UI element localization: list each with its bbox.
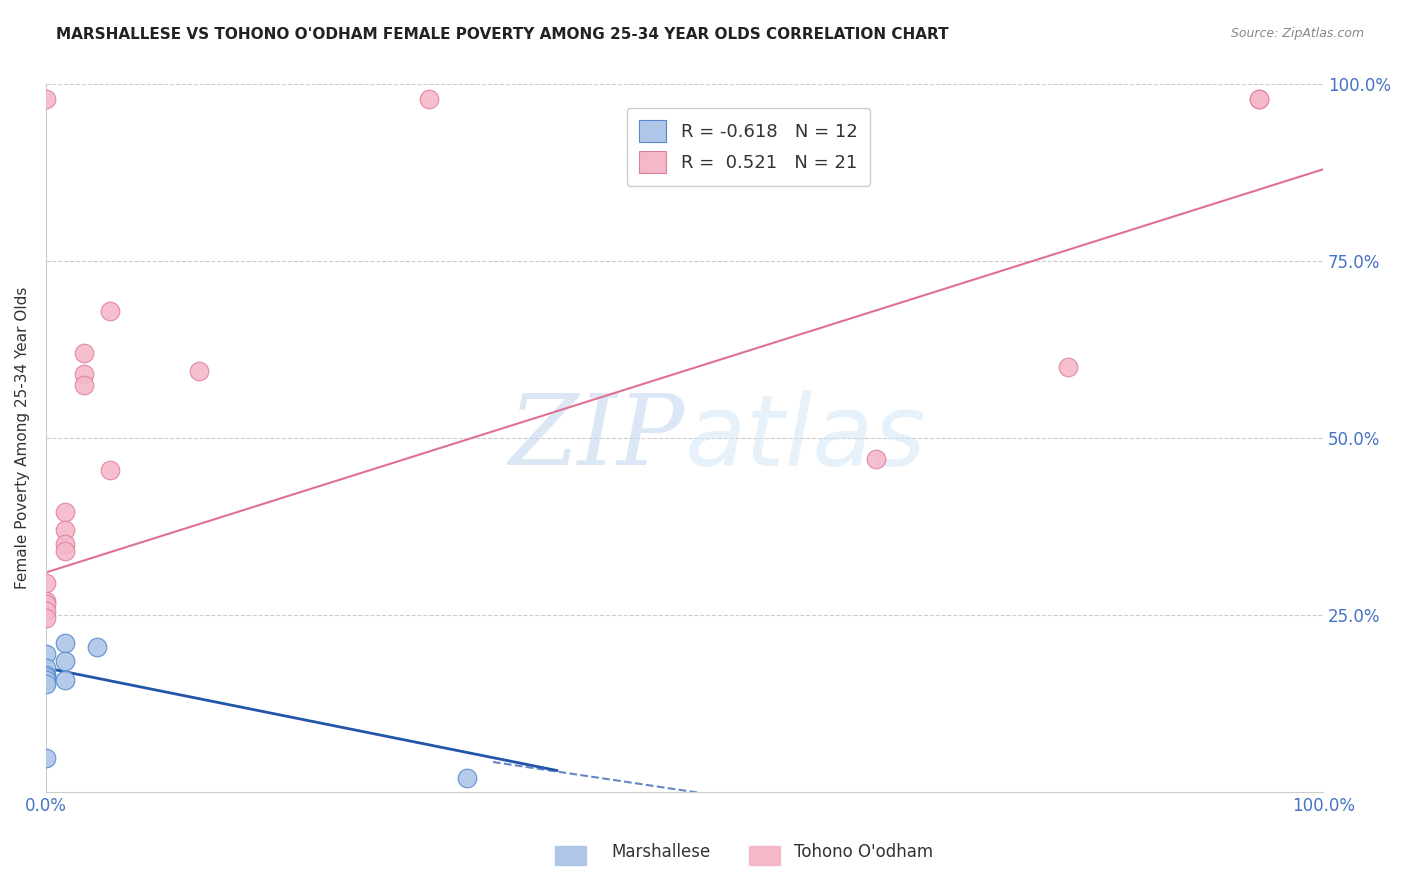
Point — [1056, 360, 1078, 375]
Point — [53, 544, 76, 558]
Point — [53, 673, 76, 687]
Point — [418, 92, 440, 106]
Point — [35, 670, 58, 684]
Y-axis label: Female Poverty Among 25-34 Year Olds: Female Poverty Among 25-34 Year Olds — [15, 287, 30, 590]
Text: ZIP: ZIP — [509, 391, 685, 486]
Point — [73, 378, 96, 392]
Text: Marshallese: Marshallese — [612, 843, 711, 861]
Point — [35, 750, 58, 764]
Point — [35, 604, 58, 618]
Point — [865, 452, 887, 467]
Point — [1249, 92, 1271, 106]
Point — [35, 593, 58, 607]
Point — [1249, 92, 1271, 106]
Point — [73, 368, 96, 382]
Text: MARSHALLESE VS TOHONO O'ODHAM FEMALE POVERTY AMONG 25-34 YEAR OLDS CORRELATION C: MARSHALLESE VS TOHONO O'ODHAM FEMALE POV… — [56, 27, 949, 42]
Text: Source: ZipAtlas.com: Source: ZipAtlas.com — [1230, 27, 1364, 40]
Point — [35, 92, 58, 106]
Point — [53, 654, 76, 668]
Text: Tohono O'odham: Tohono O'odham — [794, 843, 934, 861]
Point — [35, 611, 58, 625]
Point — [53, 537, 76, 551]
Point — [35, 677, 58, 691]
Point — [86, 640, 108, 654]
Text: atlas: atlas — [685, 390, 927, 486]
Point — [35, 576, 58, 591]
Point — [35, 673, 58, 687]
Point — [98, 463, 121, 477]
Point — [35, 668, 58, 682]
Point — [456, 771, 478, 785]
Point — [73, 346, 96, 360]
Point — [98, 303, 121, 318]
Point — [35, 647, 58, 661]
Point — [188, 364, 211, 378]
Legend: R = -0.618   N = 12, R =  0.521   N = 21: R = -0.618 N = 12, R = 0.521 N = 21 — [627, 108, 870, 186]
Point — [53, 505, 76, 519]
Point — [35, 661, 58, 675]
Point — [35, 597, 58, 611]
Point — [53, 523, 76, 537]
Point — [53, 636, 76, 650]
